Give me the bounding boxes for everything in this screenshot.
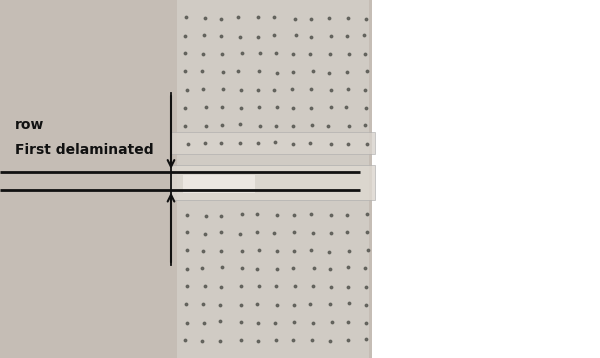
Text: First delaminated: First delaminated xyxy=(15,143,154,158)
Text: row: row xyxy=(15,118,44,132)
Bar xyxy=(183,175,255,193)
Bar xyxy=(177,0,369,358)
Bar xyxy=(372,0,600,358)
Bar xyxy=(171,132,375,154)
Bar xyxy=(171,165,375,200)
